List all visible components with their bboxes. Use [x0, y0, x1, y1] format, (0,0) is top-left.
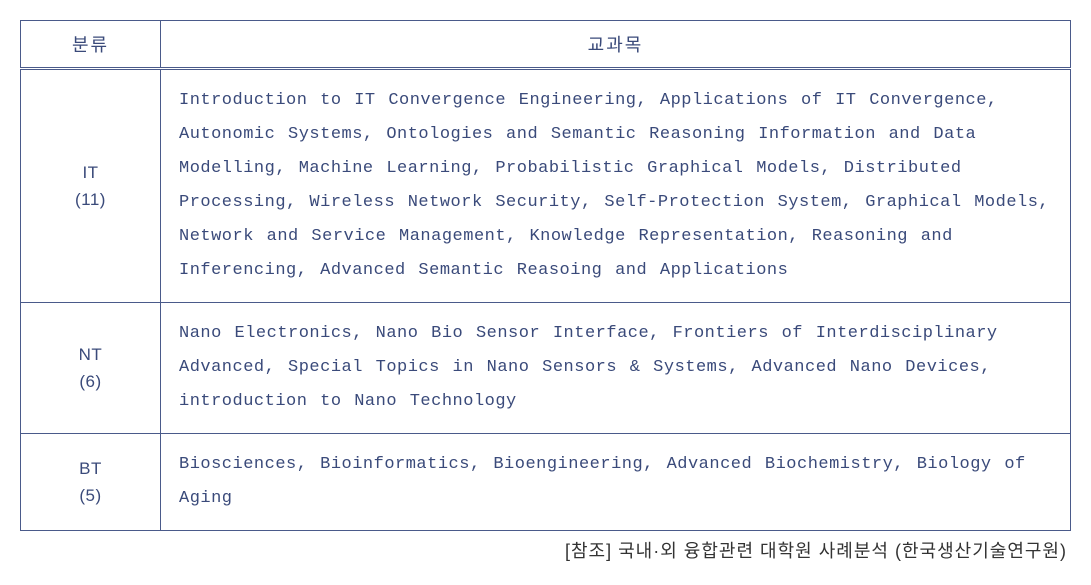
- content-cell-bt: Biosciences, Bioinformatics, Bioengineer…: [161, 434, 1071, 531]
- category-cell-bt: BT (5): [21, 434, 161, 531]
- category-cell-nt: NT (6): [21, 303, 161, 434]
- course-table-container: 분류 교과목 IT (11) Introduction to IT Conver…: [20, 20, 1071, 563]
- table-row: NT (6) Nano Electronics, Nano Bio Sensor…: [21, 303, 1071, 434]
- category-label: IT: [82, 163, 98, 182]
- content-cell-it: Introduction to IT Convergence Engineeri…: [161, 69, 1071, 303]
- content-cell-nt: Nano Electronics, Nano Bio Sensor Interf…: [161, 303, 1071, 434]
- reference-text: [참조] 국내·외 융합관련 대학원 사례분석 (한국생산기술연구원): [20, 531, 1071, 563]
- table-row: BT (5) Biosciences, Bioinformatics, Bioe…: [21, 434, 1071, 531]
- table-header-row: 분류 교과목: [21, 21, 1071, 69]
- course-table: 분류 교과목 IT (11) Introduction to IT Conver…: [20, 20, 1071, 531]
- category-cell-it: IT (11): [21, 69, 161, 303]
- category-count: (5): [79, 486, 101, 505]
- table-row: IT (11) Introduction to IT Convergence E…: [21, 69, 1071, 303]
- header-subject: 교과목: [161, 21, 1071, 69]
- category-count: (6): [79, 372, 101, 391]
- header-category: 분류: [21, 21, 161, 69]
- category-count: (11): [75, 190, 106, 209]
- category-label: NT: [79, 345, 103, 364]
- category-label: BT: [79, 459, 102, 478]
